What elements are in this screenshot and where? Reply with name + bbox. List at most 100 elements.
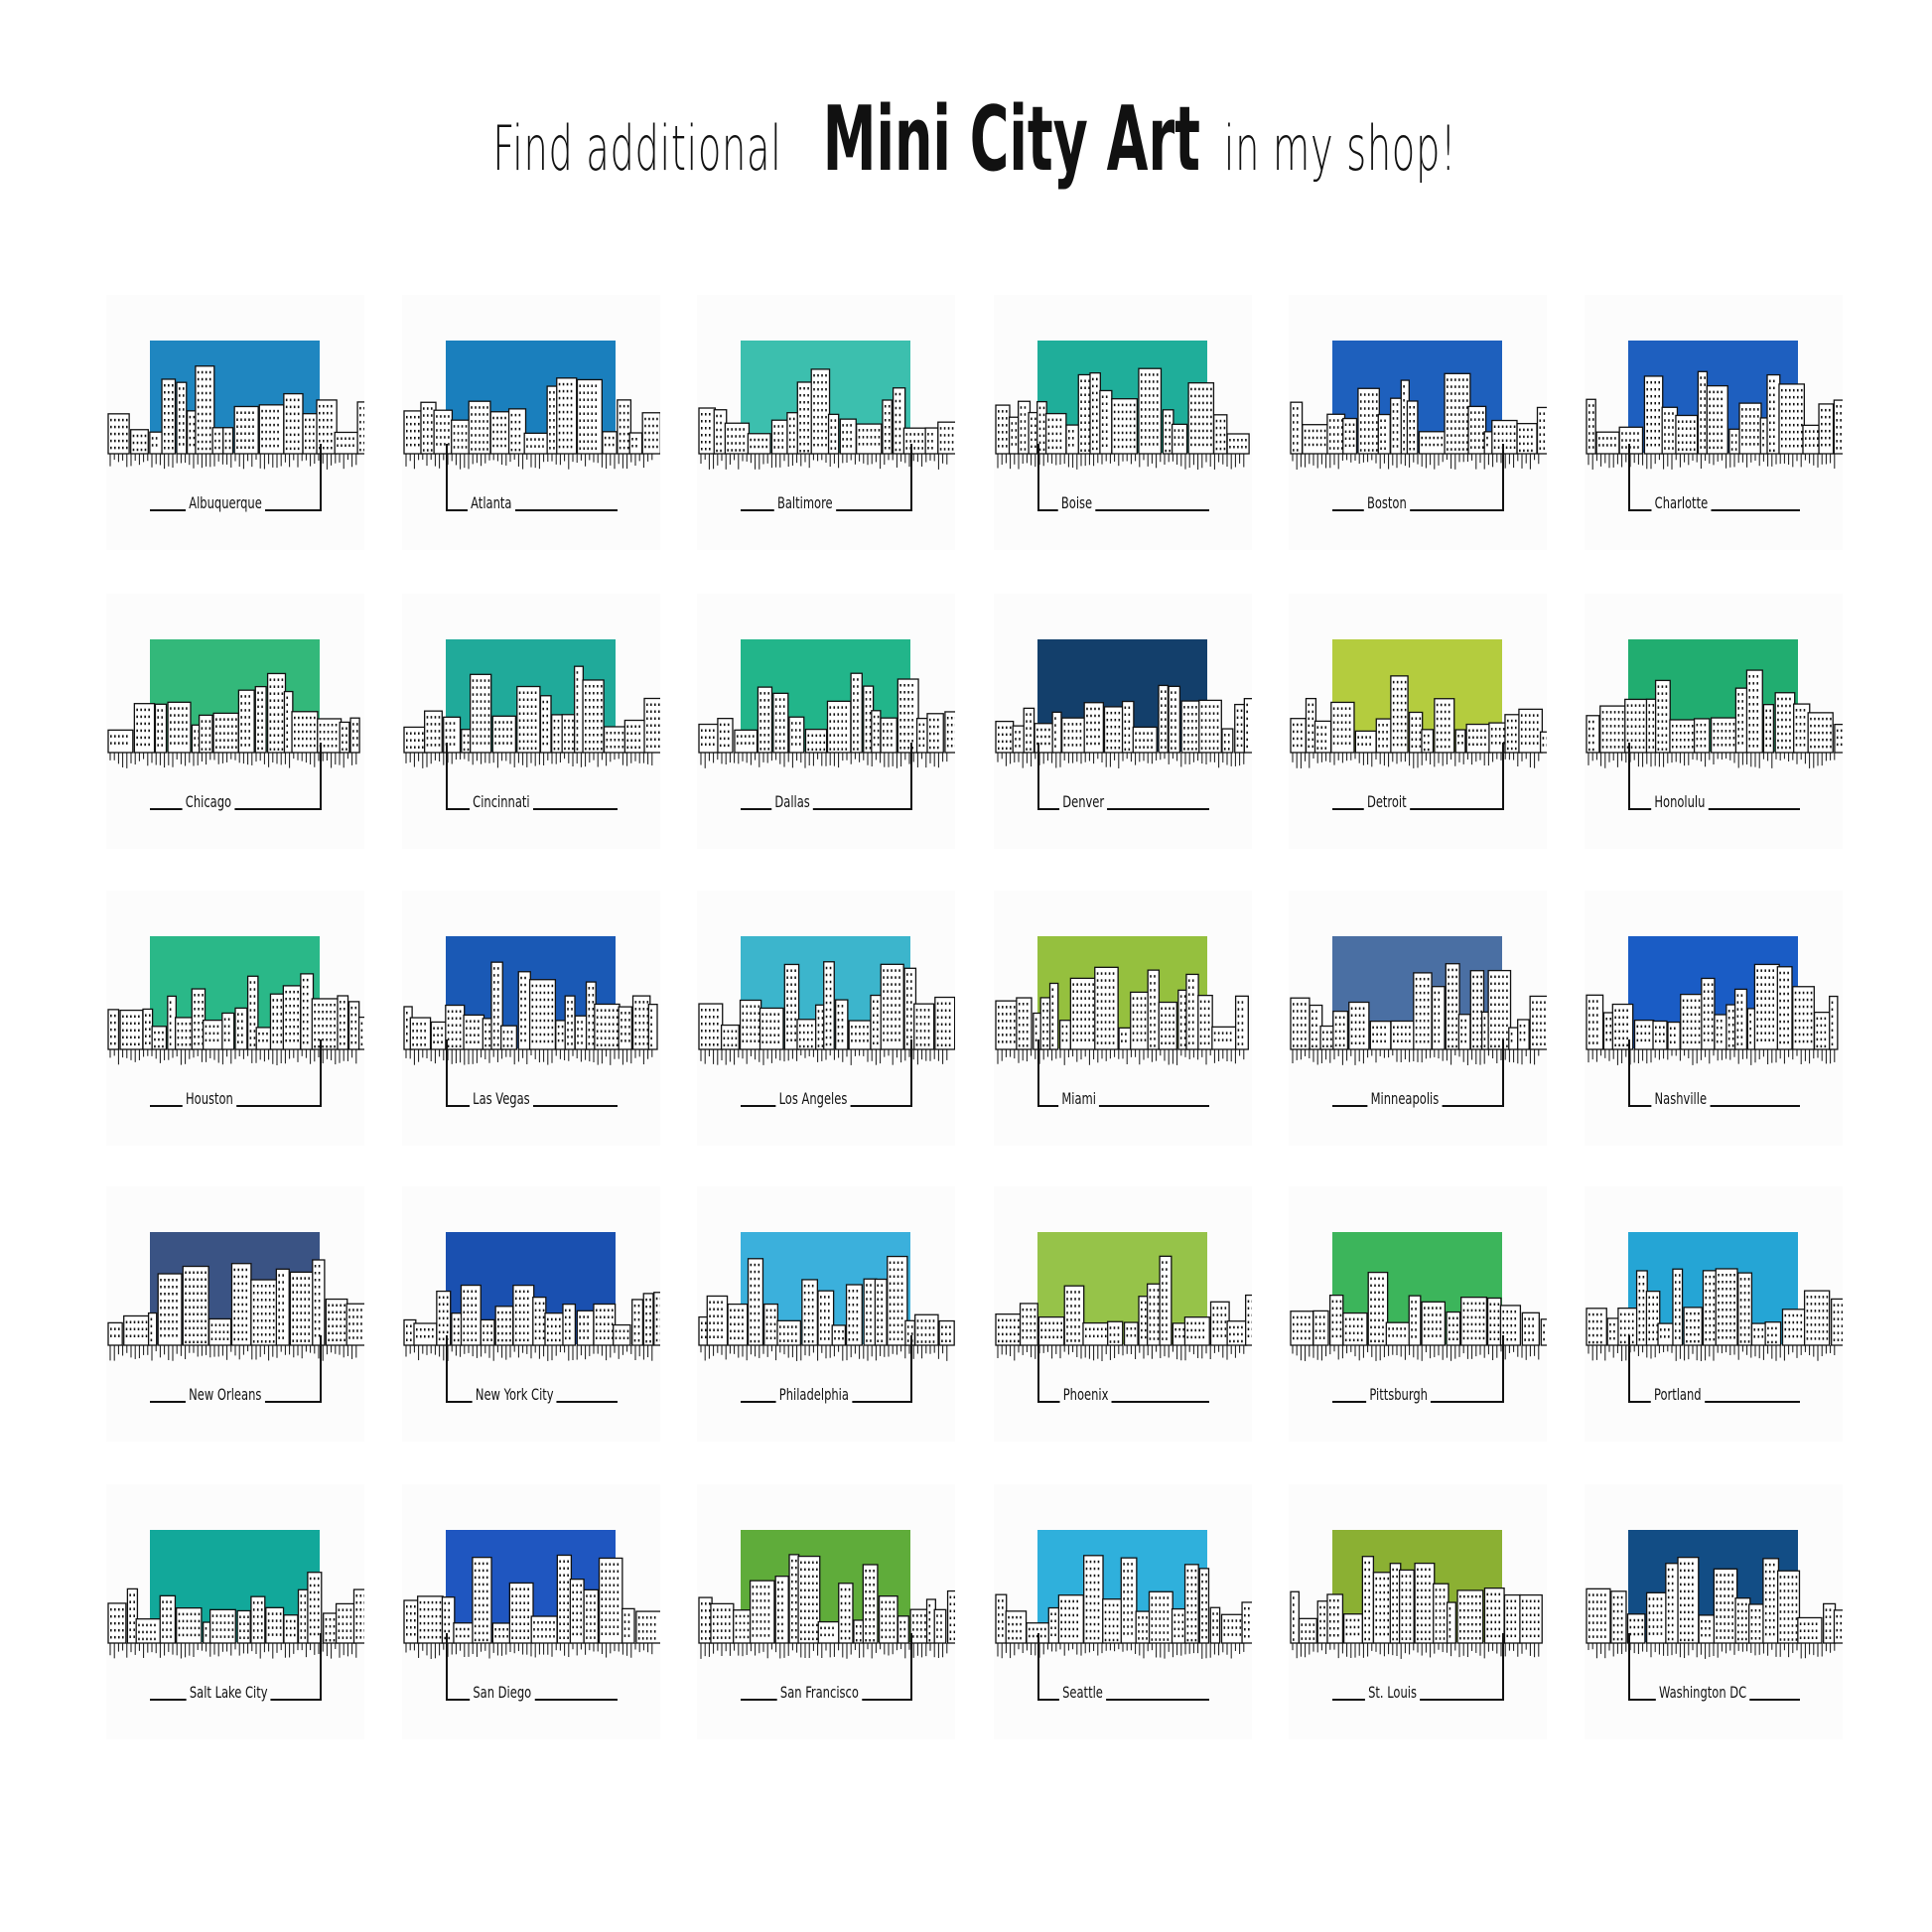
window: [705, 413, 707, 416]
window: [1195, 748, 1197, 751]
window: [1344, 728, 1347, 731]
window: [1297, 723, 1299, 727]
window: [773, 432, 776, 435]
window: [1098, 742, 1100, 746]
window: [1171, 726, 1173, 729]
window: [285, 1011, 287, 1015]
window: [1481, 446, 1484, 449]
window: [261, 733, 263, 737]
window: [434, 744, 437, 747]
city-card[interactable]: Boston: [1289, 295, 1547, 550]
window: [1494, 742, 1497, 745]
window: [1753, 415, 1755, 418]
city-card[interactable]: Charlotte: [1585, 295, 1843, 550]
window: [363, 441, 364, 445]
city-card[interactable]: Honolulu: [1585, 594, 1843, 849]
window: [1784, 409, 1787, 413]
window: [1741, 693, 1743, 696]
window: [114, 742, 116, 745]
city-card[interactable]: Dallas: [697, 594, 955, 849]
window: [568, 733, 570, 737]
window: [846, 431, 848, 434]
window: [1340, 433, 1343, 436]
window: [553, 733, 556, 737]
window: [273, 437, 275, 441]
building: [1818, 403, 1835, 455]
building: [191, 988, 207, 1050]
window: [546, 721, 549, 725]
window: [1084, 449, 1086, 452]
window: [1494, 728, 1497, 731]
city-card[interactable]: Houston: [106, 891, 364, 1146]
window: [126, 432, 128, 436]
window: [1514, 726, 1517, 730]
window: [1472, 743, 1474, 747]
window: [1386, 724, 1388, 727]
window: [331, 411, 333, 415]
window: [778, 740, 781, 743]
city-card[interactable]: Baltimore: [697, 295, 955, 550]
window: [261, 437, 263, 441]
window: [1709, 446, 1711, 450]
window: [504, 430, 506, 434]
window: [1110, 718, 1113, 722]
window: [110, 418, 112, 422]
window: [1704, 390, 1706, 393]
window: [1204, 740, 1207, 743]
window: [322, 1010, 324, 1014]
window: [479, 448, 481, 451]
window: [410, 436, 412, 440]
window: [1800, 409, 1803, 413]
window: [1713, 390, 1715, 394]
window: [281, 706, 284, 709]
window: [1630, 725, 1633, 728]
city-card[interactable]: Atlanta: [402, 295, 660, 550]
window: [269, 430, 271, 434]
window: [1133, 431, 1136, 435]
city-card[interactable]: Albuquerque: [106, 295, 364, 550]
window: [1745, 443, 1747, 446]
window: [453, 736, 456, 739]
window: [1148, 429, 1151, 432]
city-card[interactable]: Chicago: [106, 594, 364, 849]
window: [1836, 736, 1839, 740]
window: [1777, 711, 1779, 715]
window: [181, 1042, 184, 1046]
city-card[interactable]: Boise: [994, 295, 1252, 550]
city-card[interactable]: Denver: [994, 594, 1252, 849]
city-card[interactable]: Cincinnati: [402, 594, 660, 849]
window: [585, 747, 587, 751]
window: [1367, 407, 1370, 410]
window: [285, 990, 287, 994]
window: [1532, 721, 1535, 724]
window: [1440, 731, 1443, 735]
window: [1588, 741, 1590, 745]
window: [1613, 711, 1616, 714]
window: [837, 734, 840, 737]
window: [799, 421, 801, 425]
window: [1011, 443, 1014, 446]
window: [1229, 438, 1231, 442]
window: [716, 435, 718, 439]
window: [648, 445, 650, 449]
window: [1059, 432, 1062, 436]
window: [1024, 427, 1027, 430]
window: [289, 440, 292, 444]
window: [1091, 398, 1094, 402]
window: [261, 691, 263, 695]
window: [1672, 433, 1674, 436]
window: [198, 1042, 200, 1045]
window: [306, 999, 309, 1003]
window: [837, 741, 840, 744]
window: [1156, 436, 1159, 439]
window: [1773, 393, 1775, 397]
window: [164, 383, 166, 387]
window: [858, 429, 861, 432]
window: [713, 743, 715, 747]
window: [1124, 748, 1127, 752]
window: [1208, 705, 1211, 708]
building: [311, 998, 339, 1050]
window: [1311, 738, 1314, 742]
window: [1717, 432, 1719, 436]
city-card[interactable]: Detroit: [1289, 594, 1547, 849]
